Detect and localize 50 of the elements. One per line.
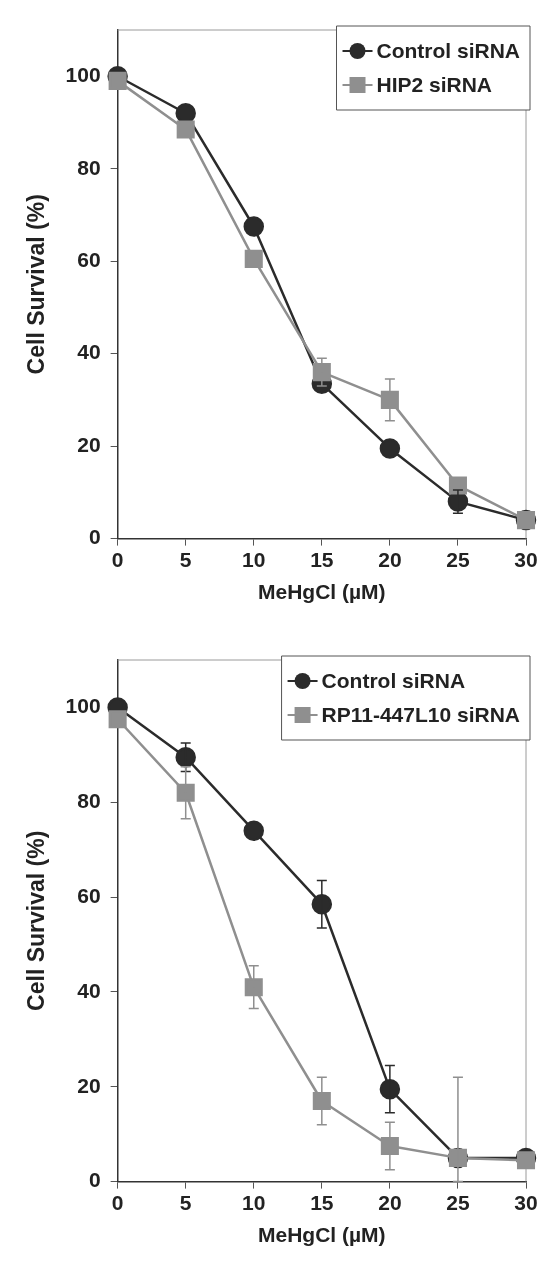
y-tick-label: 40 (77, 978, 101, 1002)
point (244, 978, 263, 997)
x-tick-label: 15 (310, 1191, 334, 1214)
point (448, 476, 467, 495)
point (312, 1091, 331, 1111)
y-tick-label: 60 (77, 883, 101, 907)
x-tick-label: 5 (179, 548, 192, 571)
x-tick-label: 5 (179, 1191, 192, 1214)
y-tick-label: 80 (77, 155, 101, 179)
point (176, 120, 195, 139)
x-tick-label: 25 (446, 548, 470, 571)
y-tick-label: 20 (77, 432, 101, 456)
point (108, 71, 127, 90)
point (243, 216, 265, 237)
x-tick-label: 20 (378, 1191, 402, 1214)
point (175, 746, 196, 768)
point (516, 1151, 536, 1170)
legend-label: Control siRNA (321, 668, 466, 692)
legend-label: Control siRNA (376, 38, 521, 62)
point (380, 390, 399, 409)
x-tick-label: 25 (446, 1191, 470, 1214)
y-tick-label: 0 (88, 525, 101, 549)
point (312, 363, 331, 382)
y-tick-label: 100 (65, 63, 101, 87)
point (380, 1137, 399, 1156)
y-tick-label: 0 (88, 1168, 101, 1192)
x-tick-label: 15 (310, 548, 334, 571)
x-tick-label: 30 (514, 548, 538, 571)
x-axis-title: MeHgCl (µM) (258, 580, 386, 604)
legend-label: HIP2 siRNA (376, 72, 493, 96)
point (244, 249, 263, 268)
x-tick-label: 20 (378, 548, 402, 571)
x-tick-label: 10 (242, 548, 266, 571)
point (176, 783, 195, 802)
point (379, 438, 401, 459)
x-tick-label: 30 (514, 1191, 538, 1214)
x-tick-label: 0 (111, 548, 124, 571)
y-axis-title: Cell Survival (%) (23, 194, 50, 375)
point (108, 710, 127, 729)
x-tick-label: 10 (242, 1191, 266, 1214)
y-tick-label: 100 (65, 694, 101, 718)
y-axis-title: Cell Survival (%) (23, 830, 50, 1011)
y-tick-label: 80 (77, 789, 101, 813)
y-tick-label: 20 (77, 1073, 101, 1097)
point (243, 820, 265, 841)
y-tick-label: 40 (77, 340, 101, 364)
x-axis-title: MeHgCl (µM) (258, 1223, 386, 1247)
y-tick-label: 60 (77, 247, 101, 271)
x-tick-label: 0 (111, 1191, 124, 1214)
legend-label: RP11-447L10 siRNA (321, 702, 520, 726)
